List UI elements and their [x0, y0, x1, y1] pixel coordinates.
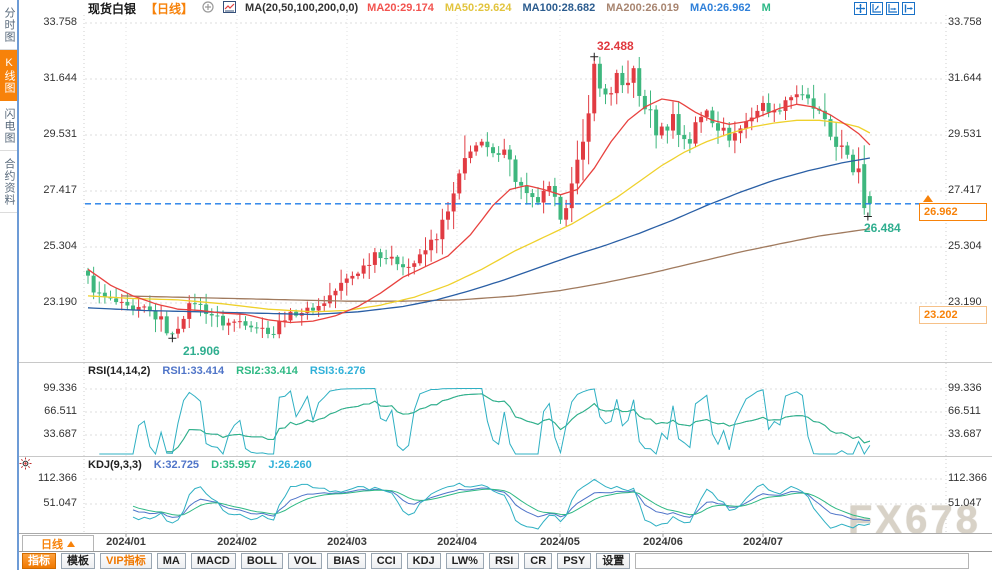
period-label: 日线	[41, 538, 63, 551]
indicator-tab-row: 指标 模板 VIP指标 MA MACD BOLL VOL BIAS CCI KDJ LW% RSI CR…	[18, 551, 992, 570]
kdj-header: KDJ(9,3,3) K:32.725 D:35.957 J:26.260	[88, 459, 312, 471]
y-axis-tick: 66.511	[948, 405, 981, 417]
tab-CCI[interactable]: CCI	[370, 553, 402, 569]
y-axis-tick: 29.531	[948, 128, 982, 140]
y-axis-tick: 33.758	[43, 16, 77, 28]
y-axis-tick: 112.366	[38, 472, 77, 484]
tab-指标[interactable]: 指标	[22, 553, 56, 569]
instrument-name: 现货白银	[88, 1, 137, 16]
triangle-up-icon	[67, 540, 75, 547]
period-selector[interactable]: 日线	[22, 535, 94, 552]
y-axis-tick: 29.531	[43, 128, 77, 140]
y-axis-tick: 31.644	[43, 72, 77, 84]
y-axis-tick: 27.417	[948, 184, 982, 196]
chart-toolbar	[854, 2, 915, 15]
tab-KDJ[interactable]: KDJ	[406, 553, 441, 569]
tab-VIP指标[interactable]: VIP指标	[100, 553, 152, 569]
sun-marker-icon[interactable]	[19, 457, 32, 470]
sidebar-item-1[interactable]: K线图	[0, 50, 17, 101]
y-axis-tick: 25.304	[948, 240, 982, 252]
recent-low-label: 26.484	[864, 221, 901, 235]
tab-BIAS[interactable]: BIAS	[327, 553, 366, 569]
kdj-params-label: KDJ(9,3,3)	[88, 459, 142, 471]
x-axis-label: 2024/01	[106, 536, 146, 548]
y-axis-tick: 33.758	[948, 16, 982, 28]
rsi-header: RSI(14,14,2) RSI1:33.414 RSI2:33.414 RSI3:…	[88, 365, 366, 377]
y-axis-tick: 99.336	[43, 382, 77, 394]
tab-CR[interactable]: CR	[524, 553, 553, 569]
mini-chart-icon[interactable]	[223, 0, 237, 16]
ma-values: MA20:29.174 MA50:29.624 MA100:28.682 MA200:…	[367, 2, 771, 14]
ma-value-label: MA50:29.624	[444, 2, 512, 14]
y-axis-tick: 33.687	[43, 428, 77, 440]
y-axis-tick: 51.047	[948, 497, 982, 509]
x-axis-label: 2024/06	[643, 536, 683, 548]
x-axis-label: 2024/02	[217, 536, 257, 548]
tab-设置[interactable]: 设置	[596, 553, 631, 569]
tab-RSI[interactable]: RSI	[488, 553, 520, 569]
ma-value-label: MA200:26.019	[606, 2, 680, 14]
tab-模板[interactable]: 模板	[61, 553, 95, 569]
x-axis-label: 2024/04	[437, 536, 477, 548]
y-axis-tick: 112.366	[948, 472, 987, 484]
y-axis-tick: 99.336	[948, 382, 982, 394]
y-axis-tick: 33.687	[948, 428, 982, 440]
indicator-value-label: RSI3:6.276	[309, 365, 366, 377]
rsi-params-label: RSI(14,14,2)	[88, 365, 151, 377]
tab-PSY[interactable]: PSY	[557, 553, 592, 569]
y-axis-tick: 23.190	[948, 296, 982, 308]
move-icon[interactable]	[854, 2, 867, 15]
indicator-value-label: K:32.725	[153, 459, 200, 471]
y-axis-tick: 27.417	[43, 184, 77, 196]
ma-value-label: MA0:26.962	[690, 2, 751, 14]
ma-params-label: MA(20,50,100,200,0,0)	[245, 2, 359, 14]
x-axis-label: 2024/03	[327, 536, 367, 548]
period-tag: 【日线】	[145, 1, 194, 16]
high-price-label: 32.488	[597, 39, 634, 53]
tab-MA[interactable]: MA	[156, 553, 186, 569]
axis-zoom-icon[interactable]	[870, 2, 883, 15]
y-axis-tick: 23.190	[43, 296, 77, 308]
low-price-label: 21.906	[183, 344, 220, 358]
ma-value-label: M	[761, 2, 771, 14]
indicator-value-label: RSI1:33.414	[162, 365, 225, 377]
ma-value-label: MA100:28.682	[522, 2, 596, 14]
sidebar-item-0[interactable]: 分时图	[0, 0, 17, 50]
lower-price-box: 23.202	[919, 306, 987, 324]
y-axis-tick: 66.511	[44, 405, 77, 417]
y-axis-tick: 25.304	[43, 240, 77, 252]
sidebar-item-2[interactable]: 闪电图	[0, 101, 17, 151]
price-arrow-icon	[923, 195, 933, 202]
tab-row-filler	[635, 553, 970, 569]
x-axis-label: 2024/05	[540, 536, 580, 548]
indicator-value-label: RSI2:33.414	[236, 365, 298, 377]
ma-value-label: MA20:29.174	[367, 2, 434, 14]
indicator-value-label: D:35.957	[211, 459, 257, 471]
tab-BOLL[interactable]: BOLL	[240, 553, 283, 569]
sidebar: 分时图 K线图 闪电图 合约资料	[0, 0, 19, 570]
x-axis-row: 日线 2024/01 2024/02 2024/03 2024/04 2024/05 20…	[18, 533, 992, 552]
export-icon[interactable]	[902, 2, 915, 15]
tab-VOL[interactable]: VOL	[287, 553, 323, 569]
y-axis-tick: 51.047	[43, 497, 77, 509]
indicator-value-label: J:26.260	[268, 459, 312, 471]
tab-MACD[interactable]: MACD	[190, 553, 236, 569]
x-axis-label: 2024/07	[743, 536, 783, 548]
y-axis-tick: 31.644	[948, 72, 982, 84]
sidebar-item-3[interactable]: 合约资料	[0, 151, 17, 213]
axis-pan-icon[interactable]	[886, 2, 899, 15]
last-price-box: 26.962	[919, 203, 987, 221]
tab-LW%[interactable]: LW%	[445, 553, 484, 569]
circle-plus-icon[interactable]	[202, 0, 214, 16]
chart-header: 现货白银 【日线】 MA(20,50,100,200,0,0) MA20:29.…	[88, 0, 771, 16]
